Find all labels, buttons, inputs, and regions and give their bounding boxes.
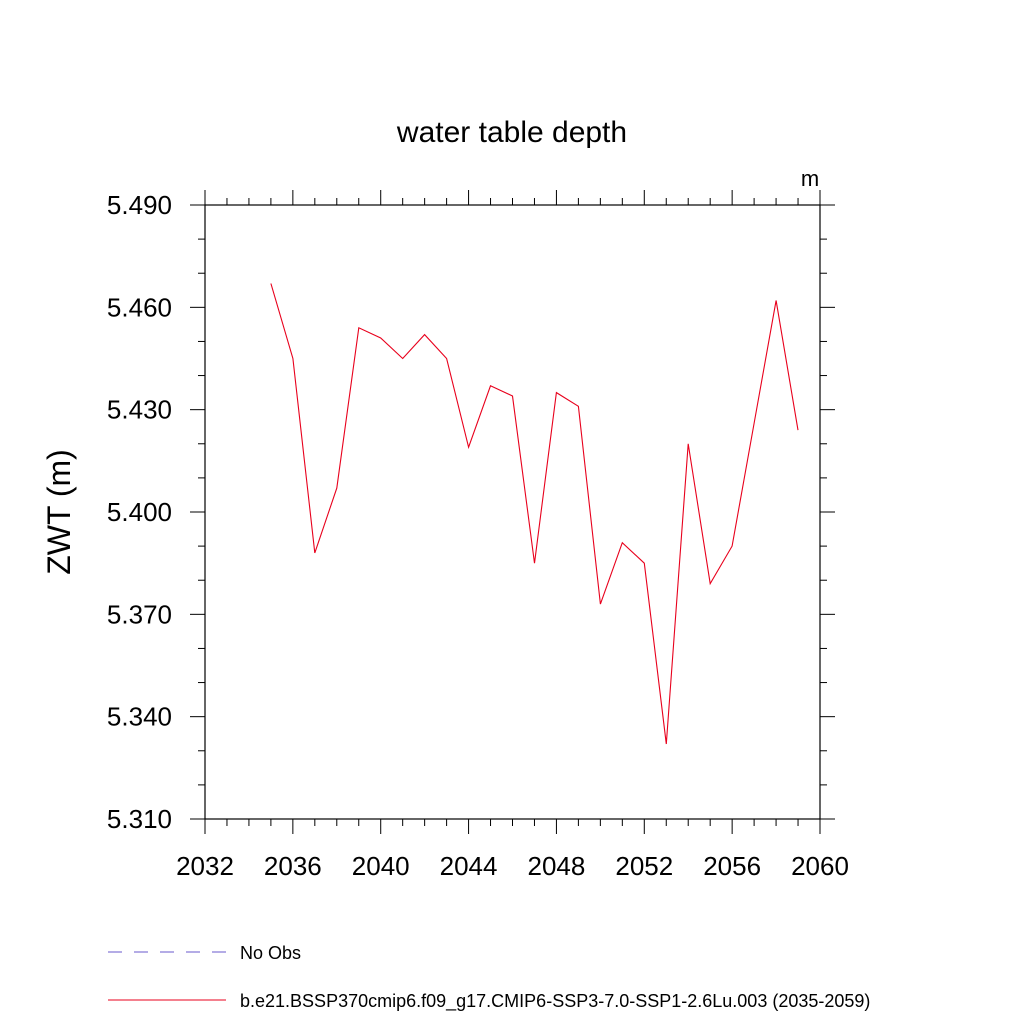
- x-tick-label: 2048: [528, 851, 586, 881]
- series-group: [270, 283, 799, 745]
- y-axis-label: ZWT (m): [41, 449, 77, 575]
- plot-frame: [204, 204, 821, 820]
- legend: No Obs b.e21.BSSP370cmip6.f09_g17.CMIP6-S…: [108, 943, 870, 1012]
- x-tick-label: 2060: [791, 851, 849, 881]
- x-tick-label: 2036: [264, 851, 322, 881]
- y-tick-label: 5.310: [107, 804, 172, 834]
- y-tick-label: 5.490: [107, 190, 172, 220]
- x-tick-label: 2032: [176, 851, 234, 881]
- series-line: [270, 283, 799, 745]
- legend-label: b.e21.BSSP370cmip6.f09_g17.CMIP6-SSP3-7.…: [240, 991, 870, 1012]
- x-tick-label: 2052: [615, 851, 673, 881]
- units-label: m: [801, 166, 819, 191]
- y-tick-label: 5.370: [107, 599, 172, 629]
- x-tick-label: 2056: [703, 851, 761, 881]
- y-tick-label: 5.460: [107, 292, 172, 322]
- y-tick-label: 5.430: [107, 395, 172, 425]
- y-tick-label: 5.340: [107, 702, 172, 732]
- x-tick-label: 2044: [440, 851, 498, 881]
- x-tick-label: 2040: [352, 851, 410, 881]
- axis-ticks: 2032 2036 2040 2044 2048 2052 2056 2060 5.310 5.3…: [107, 190, 849, 881]
- y-tick-label: 5.400: [107, 497, 172, 527]
- chart-title: water table depth: [396, 116, 627, 149]
- legend-label: No Obs: [240, 943, 301, 963]
